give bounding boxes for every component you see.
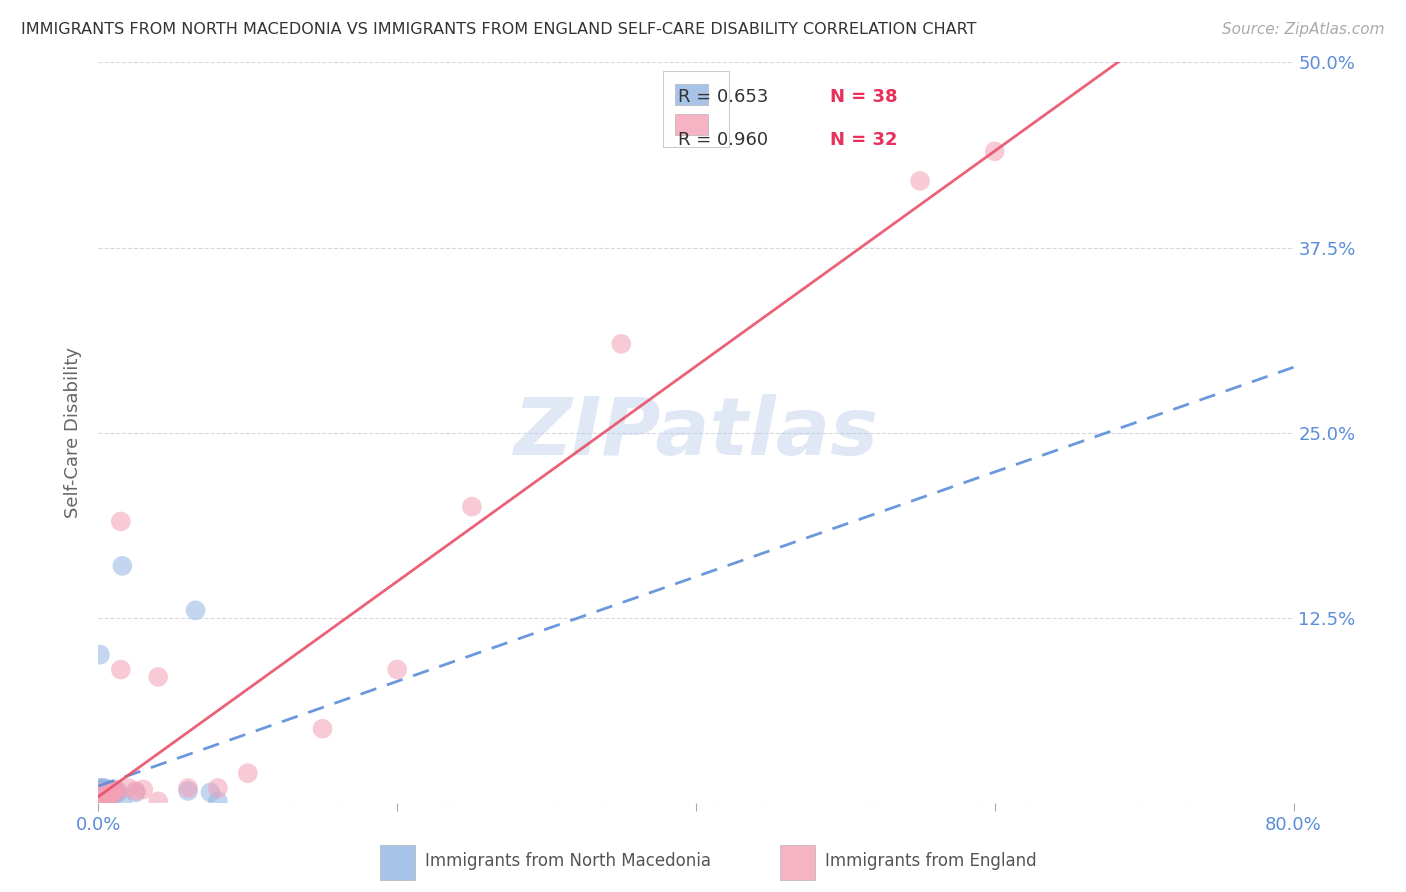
Point — [200, 785, 222, 799]
Point — [148, 670, 170, 684]
Point — [98, 789, 122, 803]
Point — [207, 794, 229, 808]
FancyBboxPatch shape — [780, 846, 815, 880]
Point — [148, 794, 170, 808]
Point — [91, 787, 114, 801]
Point — [177, 784, 200, 798]
Text: ZIPatlas: ZIPatlas — [513, 393, 879, 472]
Point — [103, 784, 125, 798]
Point — [101, 787, 124, 801]
Point — [89, 791, 111, 805]
Point — [93, 780, 115, 795]
Point — [90, 789, 112, 803]
Point — [89, 789, 111, 804]
Point — [89, 648, 111, 662]
Point — [117, 780, 139, 795]
Point — [97, 789, 120, 803]
Point — [89, 789, 111, 803]
Point — [908, 174, 931, 188]
Point — [89, 794, 111, 808]
Point — [177, 780, 200, 795]
Point — [610, 336, 633, 351]
Point — [94, 787, 117, 801]
Point — [91, 782, 114, 797]
Point — [94, 789, 117, 804]
FancyBboxPatch shape — [380, 846, 415, 880]
Point — [385, 663, 409, 677]
Point — [90, 780, 112, 795]
Point — [103, 782, 125, 797]
Legend: , : , — [662, 71, 730, 147]
Point — [90, 787, 112, 801]
Point — [91, 791, 114, 805]
Point — [105, 782, 128, 797]
Point — [96, 784, 118, 798]
Point — [90, 793, 112, 807]
Point — [461, 500, 484, 514]
Y-axis label: Self-Care Disability: Self-Care Disability — [65, 347, 83, 518]
Point — [93, 789, 115, 803]
Point — [96, 787, 118, 801]
Point — [97, 789, 120, 803]
Point — [111, 794, 134, 808]
Point — [311, 722, 333, 736]
Point — [98, 785, 122, 799]
Point — [101, 787, 124, 801]
Point — [125, 784, 148, 798]
Point — [111, 558, 134, 573]
Point — [91, 791, 114, 805]
Point — [103, 787, 125, 801]
Text: R = 0.653: R = 0.653 — [678, 88, 769, 106]
Point — [984, 145, 1007, 159]
Text: IMMIGRANTS FROM NORTH MACEDONIA VS IMMIGRANTS FROM ENGLAND SELF-CARE DISABILITY : IMMIGRANTS FROM NORTH MACEDONIA VS IMMIG… — [21, 22, 977, 37]
Point — [89, 784, 111, 798]
Point — [110, 515, 132, 529]
Point — [94, 791, 117, 805]
Point — [91, 785, 114, 799]
Point — [105, 784, 128, 798]
Point — [98, 784, 122, 798]
Point — [89, 794, 111, 808]
Text: N = 38: N = 38 — [830, 88, 897, 106]
Point — [93, 789, 115, 804]
Point — [104, 785, 127, 799]
Point — [132, 782, 155, 797]
Point — [104, 785, 127, 799]
Point — [236, 766, 259, 780]
Point — [94, 782, 117, 797]
Text: Immigrants from North Macedonia: Immigrants from North Macedonia — [425, 852, 710, 870]
Point — [89, 780, 111, 795]
Point — [93, 785, 115, 799]
Point — [125, 785, 148, 799]
Text: Source: ZipAtlas.com: Source: ZipAtlas.com — [1222, 22, 1385, 37]
Point — [89, 785, 111, 799]
Point — [90, 793, 112, 807]
Text: Immigrants from England: Immigrants from England — [825, 852, 1038, 870]
Point — [184, 603, 207, 617]
Point — [90, 784, 112, 798]
Point — [97, 782, 120, 797]
Text: R = 0.960: R = 0.960 — [678, 131, 768, 149]
Point — [110, 663, 132, 677]
Point — [96, 789, 118, 804]
Point — [207, 780, 229, 795]
Point — [107, 785, 129, 799]
Text: N = 32: N = 32 — [830, 131, 897, 149]
